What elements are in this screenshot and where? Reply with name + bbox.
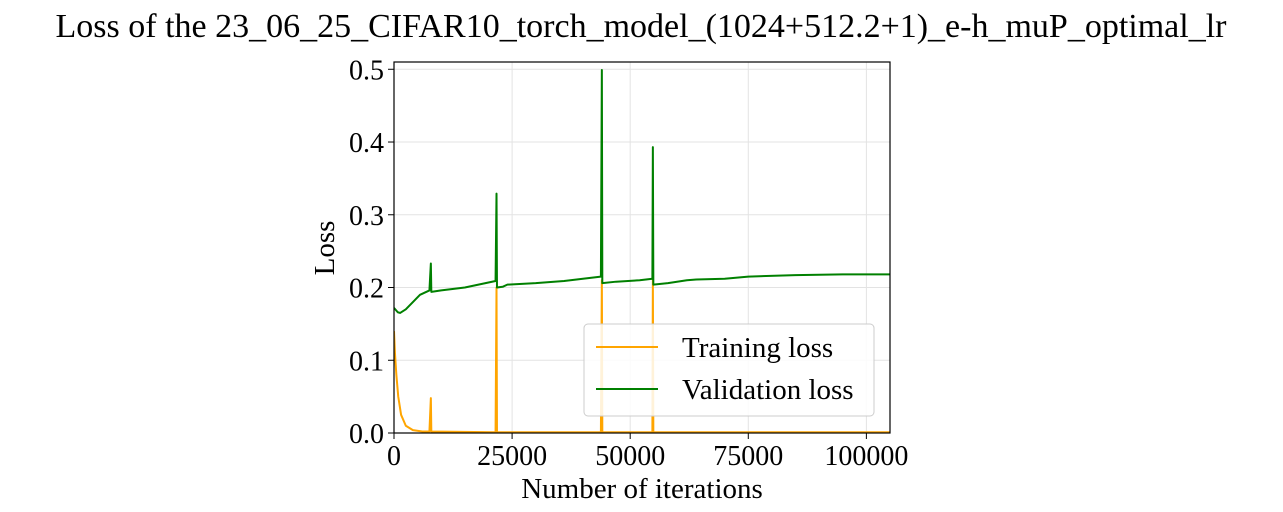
plot-frame [393, 61, 891, 434]
chart-title: Loss of the 23_06_25_CIFAR10_torch_model… [56, 8, 1228, 45]
x-tick-label: 0 [387, 441, 401, 472]
y-tick-label: 0.1 [349, 346, 384, 377]
y-tick-label: 0.5 [349, 55, 384, 86]
x-tick-label: 100000 [824, 441, 908, 472]
y-tick-label: 0.3 [349, 201, 384, 232]
training-loss-line [394, 279, 890, 433]
x-axis-label: Number of iterations [521, 473, 763, 505]
y-tick-label: 0.2 [349, 274, 384, 305]
x-tick-label: 75000 [713, 441, 783, 472]
x-tick-label: 25000 [477, 441, 547, 472]
y-tick-label: 0.4 [349, 128, 384, 159]
y-tick-label: 0.0 [349, 419, 384, 450]
validation-loss-line [394, 69, 890, 314]
series-lines [394, 69, 890, 433]
x-tick-label: 50000 [595, 441, 665, 472]
legend-label-validation: Validation loss [682, 374, 854, 406]
y-axis-label: Loss [309, 221, 341, 276]
axis-ticks: 0 25000 50000 75000 100000 0.0 0.1 0.2 0.3 0.4 0.5 [349, 55, 908, 472]
legend: Training loss Validation loss [583, 323, 875, 417]
legend-label-training: Training loss [682, 332, 833, 364]
